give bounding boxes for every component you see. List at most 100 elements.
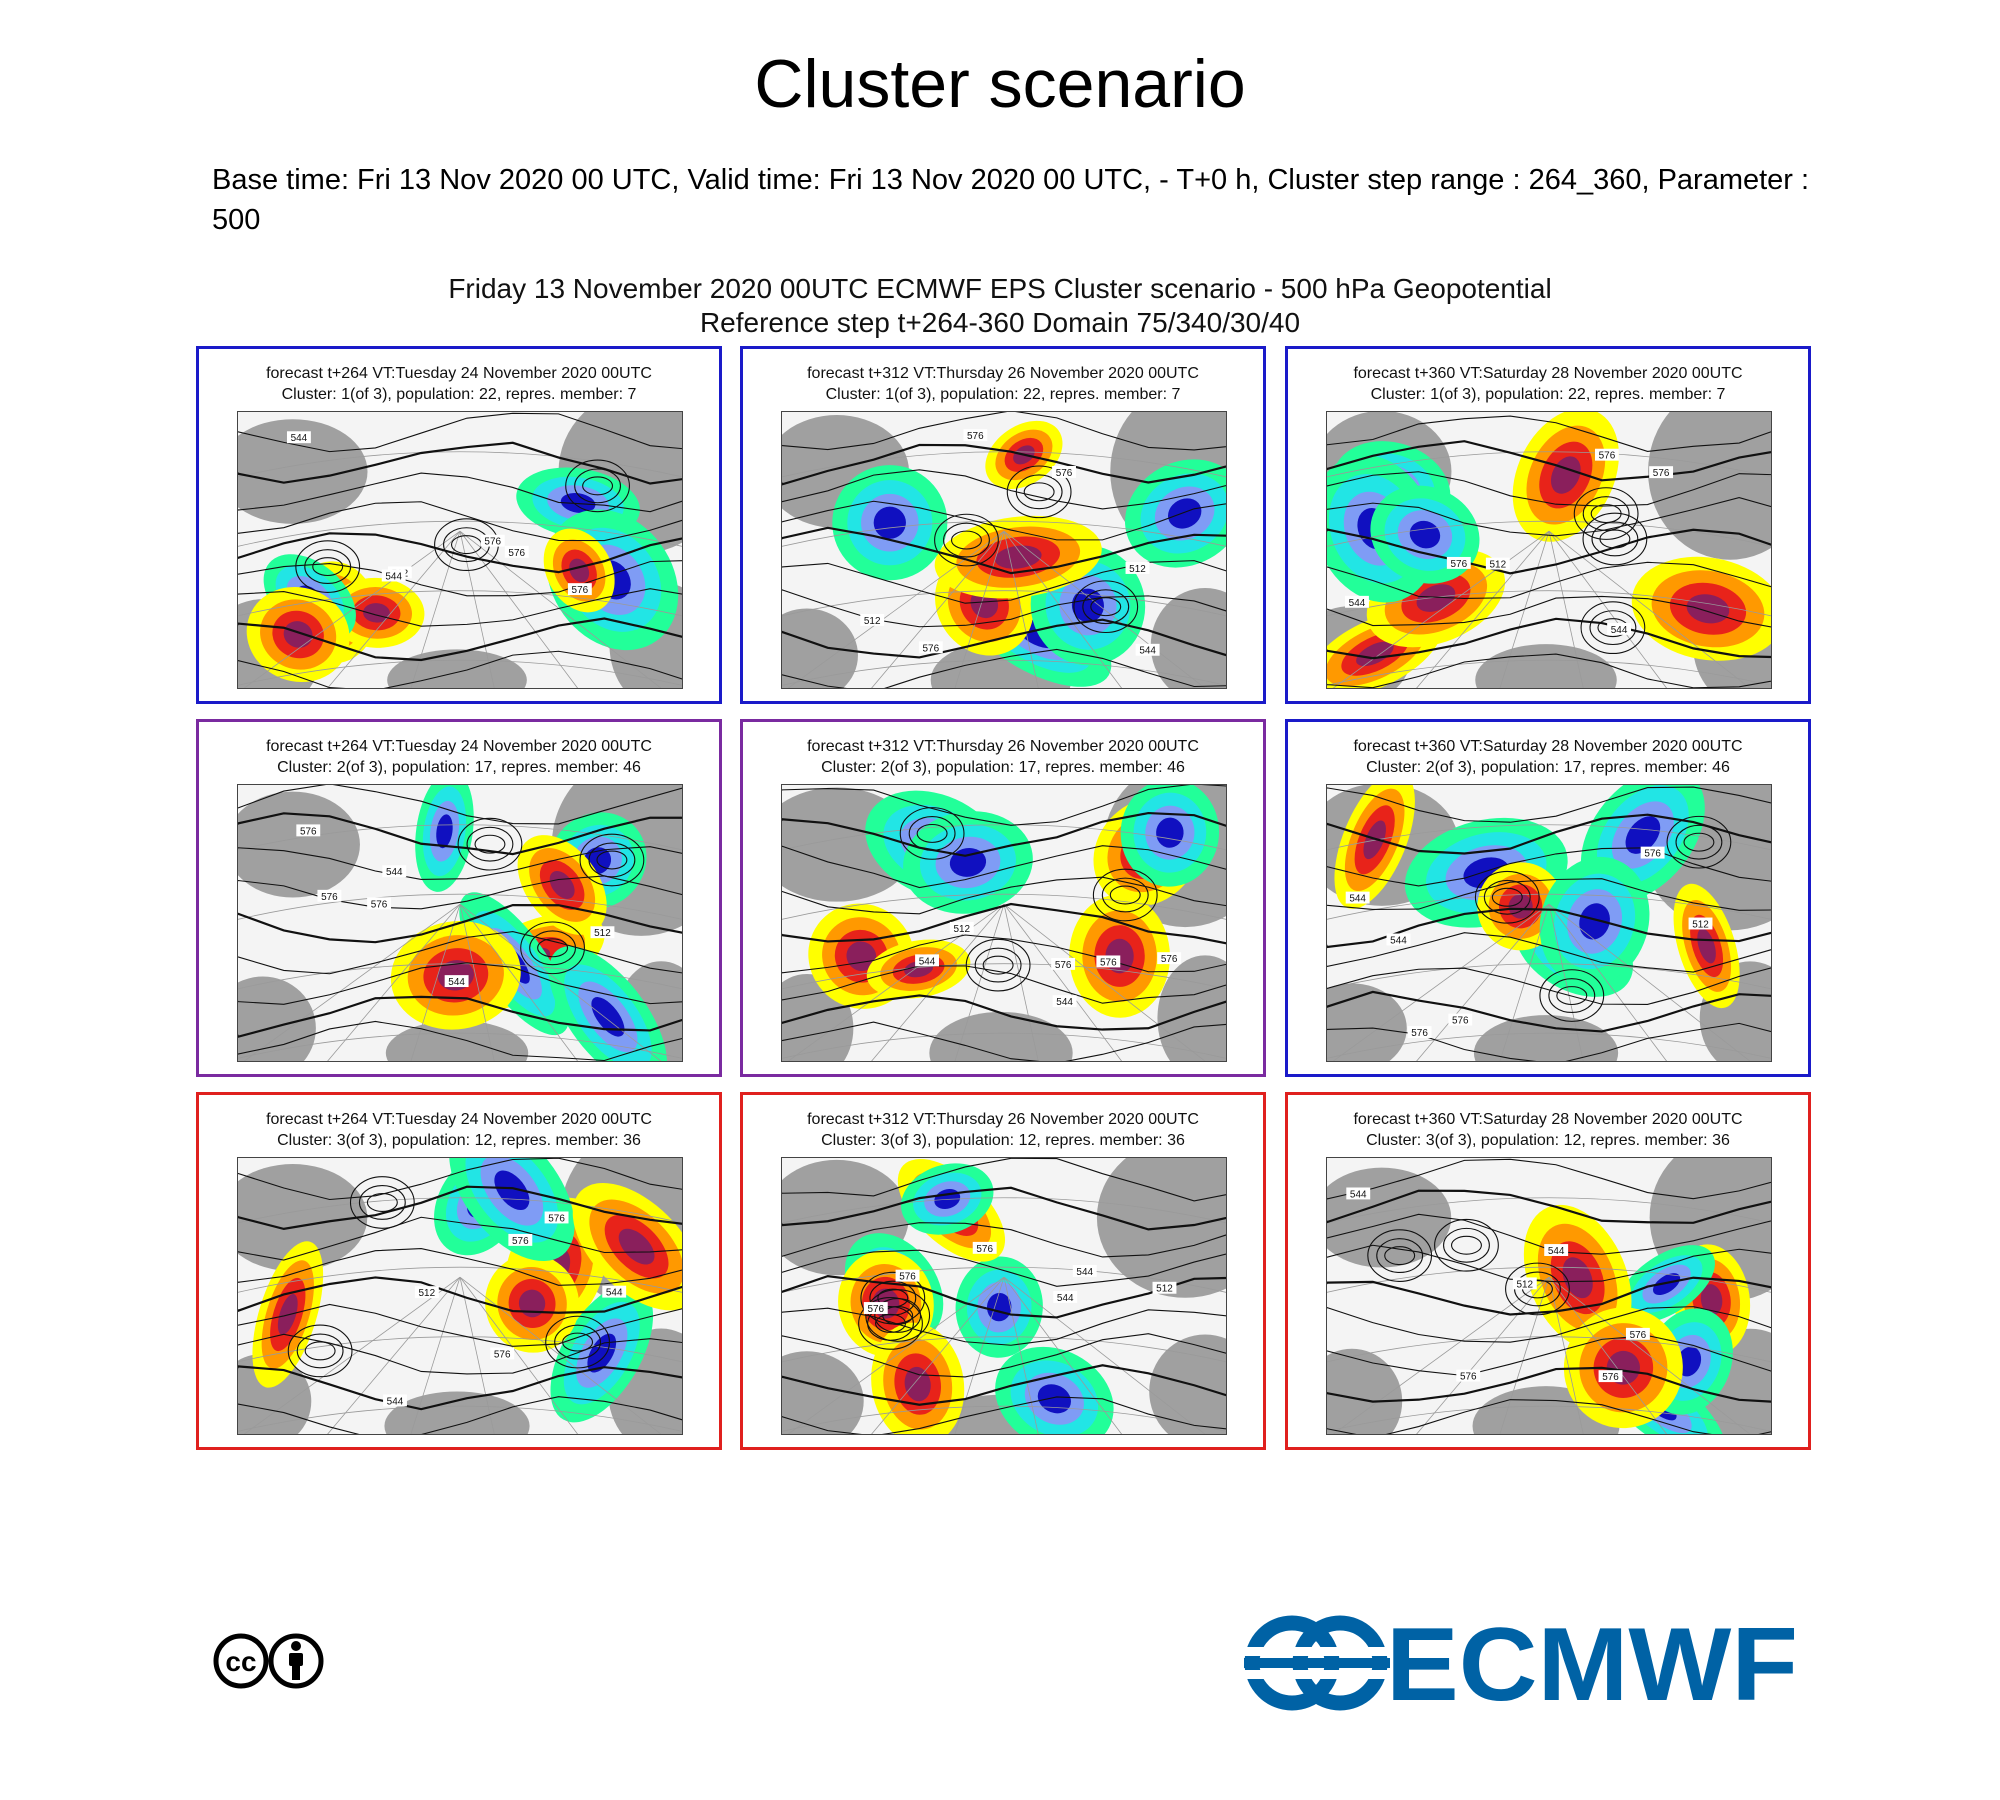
geopotential-contour — [238, 617, 682, 662]
meridian-line — [1003, 903, 1123, 1061]
geopotential-contour — [1327, 1366, 1771, 1403]
positive-anomaly — [985, 420, 1063, 489]
geopotential-contour — [238, 1020, 682, 1061]
meridian-line — [1416, 903, 1550, 1061]
panel-title: forecast t+360 VT:Saturday 28 November 2… — [1288, 363, 1808, 405]
parallel-line — [238, 1405, 682, 1432]
panel-title: forecast t+312 VT:Thursday 26 November 2… — [743, 363, 1263, 405]
panel-title: forecast t+264 VT:Tuesday 24 November 20… — [199, 736, 719, 778]
geopotential-contour — [238, 1216, 682, 1261]
panel-forecast-line: forecast t+360 VT:Saturday 28 November 2… — [1353, 1111, 1743, 1128]
meridian-line — [1332, 903, 1550, 1061]
contour-label: 576 — [1460, 1372, 1477, 1383]
contour-label: 544 — [385, 571, 402, 582]
closed-contour — [596, 850, 628, 870]
closed-contour — [1580, 601, 1646, 654]
negative-anomaly — [1125, 459, 1226, 568]
geopotential-contour — [1327, 990, 1771, 1033]
contour-label: 576 — [1056, 468, 1073, 479]
parallel-line — [1327, 590, 1771, 617]
geopotential-contour — [238, 412, 682, 453]
contour-label: 576 — [1450, 559, 1467, 570]
closed-contour — [545, 1315, 610, 1369]
parallel-line — [782, 824, 1226, 851]
panel-cluster-line: Cluster: 1(of 3), population: 22, repres… — [281, 386, 637, 403]
panel-title: forecast t+360 VT:Saturday 28 November 2… — [1288, 1109, 1808, 1151]
parallel-line — [1327, 451, 1771, 478]
geopotential-contour — [1327, 1306, 1771, 1343]
contour-label: 576 — [867, 1304, 884, 1315]
closed-contour — [1548, 978, 1596, 1013]
contour-label: 544 — [386, 867, 403, 878]
geopotential-contour — [1327, 595, 1771, 628]
geopotential-contour — [1327, 967, 1771, 1005]
meridian-line — [1416, 530, 1550, 688]
contour-label: 576 — [371, 899, 388, 910]
closed-contour — [304, 1341, 336, 1361]
meridian-line — [1003, 1276, 1206, 1434]
contour-label: 544 — [448, 977, 465, 988]
cc-by-license-icon: cc — [212, 1632, 324, 1695]
geopotential-contour — [1327, 1399, 1771, 1434]
geopotential-contour — [1327, 471, 1771, 507]
meridian-line — [1332, 1276, 1550, 1434]
closed-contour — [474, 834, 506, 854]
geopotential-contour — [238, 1333, 682, 1375]
contour-label: 544 — [1349, 598, 1366, 609]
parallel-line — [238, 1197, 682, 1224]
closed-contour — [1015, 474, 1063, 510]
parallel-line — [238, 1266, 682, 1293]
geopotential-contour — [238, 560, 682, 597]
geopotential-contour — [782, 1307, 1226, 1346]
geopotential-contour — [782, 934, 1226, 974]
cluster-panel: forecast t+264 VT:Tuesday 24 November 20… — [196, 1092, 722, 1450]
closed-contour — [1367, 1229, 1433, 1282]
geopotential-contour — [1327, 878, 1771, 911]
contour-label: 544 — [1611, 625, 1628, 636]
contour-label: 544 — [1390, 935, 1407, 946]
closed-contour — [520, 921, 585, 975]
land-mass — [782, 1351, 864, 1434]
meridian-line — [871, 530, 1005, 688]
meridian-line — [327, 1276, 461, 1434]
meridian-line — [1548, 903, 1751, 1061]
geopotential-contour — [782, 412, 1226, 451]
closed-contour — [1450, 1235, 1482, 1255]
chart-title: Friday 13 November 2020 00UTC ECMWF EPS … — [180, 272, 1820, 340]
closed-contour — [295, 540, 361, 593]
closed-contour — [574, 468, 622, 504]
contour-label: 576 — [1644, 849, 1661, 860]
meridian-line — [871, 903, 1005, 1061]
panel-forecast-line: forecast t+312 VT:Thursday 26 November 2… — [807, 1111, 1199, 1128]
meridian-line — [459, 1277, 495, 1434]
positive-anomaly — [485, 1254, 580, 1353]
land-mass — [1150, 588, 1226, 688]
closed-contour — [466, 826, 514, 862]
geopotential-contour — [238, 501, 682, 542]
meridian-line — [410, 1277, 461, 1434]
closed-contour — [588, 842, 636, 878]
geopotential-contour — [782, 1158, 1226, 1202]
page-subtitle: Base time: Fri 13 Nov 2020 00 UTC, Valid… — [212, 164, 1810, 236]
parallel-line — [1327, 659, 1771, 686]
closed-contour — [1582, 512, 1648, 566]
parallel-line — [238, 520, 682, 547]
parallel-line — [1327, 963, 1771, 990]
geopotential-contour — [782, 469, 1226, 510]
geopotential-contour — [782, 965, 1226, 1004]
geopotential-contour — [1327, 1189, 1771, 1224]
closed-contour — [943, 522, 990, 558]
geopotential-contour — [1327, 1276, 1771, 1316]
panel-forecast-line: forecast t+312 VT:Thursday 26 November 2… — [807, 365, 1199, 382]
closed-contour — [965, 938, 1031, 992]
contour-label: 576 — [572, 585, 589, 596]
meridian-line — [410, 531, 461, 688]
positive-anomaly — [246, 586, 350, 683]
geopotential-contour — [1327, 813, 1771, 855]
panel-forecast-line: forecast t+264 VT:Tuesday 24 November 20… — [266, 1111, 652, 1128]
closed-contour — [565, 459, 630, 513]
